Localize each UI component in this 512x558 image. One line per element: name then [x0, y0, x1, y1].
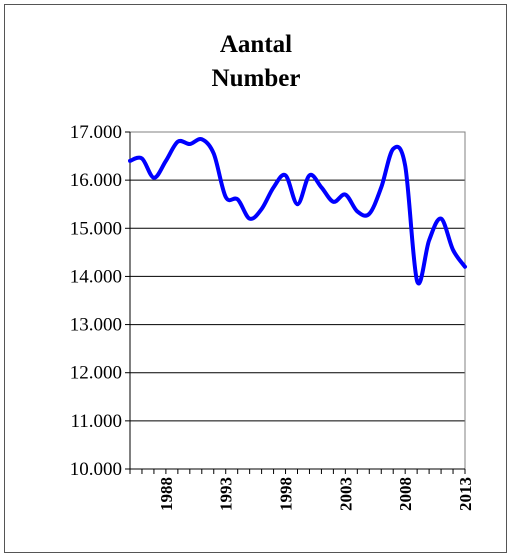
y-tick-label: 13.000	[70, 315, 122, 336]
data-point	[416, 280, 418, 282]
x-tick-label: 1998	[277, 477, 296, 511]
data-point	[285, 174, 287, 176]
data-point	[392, 148, 394, 150]
data-point	[165, 160, 167, 162]
data-point	[380, 186, 382, 188]
data-point	[129, 160, 131, 162]
y-tick-label: 16.000	[70, 170, 122, 191]
data-point	[440, 218, 442, 220]
data-point	[297, 203, 298, 205]
y-tick-label: 12.000	[70, 363, 122, 384]
x-tick-label: 2008	[396, 477, 415, 511]
series-line	[128, 136, 467, 286]
plot-area	[129, 131, 466, 470]
chart-title: Aantal	[219, 31, 293, 58]
data-point	[249, 218, 251, 220]
data-point	[273, 186, 275, 188]
data-point	[189, 143, 191, 145]
y-tick-label: 17.000	[70, 122, 122, 143]
data-point	[320, 186, 322, 188]
data-point	[201, 138, 203, 140]
data-point	[452, 249, 454, 251]
x-tick-label: 2003	[336, 477, 355, 511]
data-point	[237, 198, 239, 200]
y-tick-label: 14.000	[70, 266, 122, 287]
y-tick-label: 15.000	[70, 218, 122, 239]
x-tick-label: 1993	[217, 477, 236, 511]
x-tick-label: 2013	[456, 477, 475, 511]
data-point	[356, 210, 358, 212]
data-point	[153, 177, 155, 179]
x-tick-label: 1988	[157, 477, 176, 511]
chart-subtitle: Number	[211, 65, 301, 92]
data-point	[368, 213, 370, 215]
data-point	[464, 266, 466, 268]
data-point	[177, 141, 179, 143]
data-point	[332, 201, 334, 203]
data-point	[213, 153, 215, 155]
y-tick-label: 11.000	[70, 411, 122, 432]
data-point	[225, 196, 227, 198]
data-point	[308, 174, 310, 176]
data-point	[141, 157, 143, 159]
data-point	[344, 194, 346, 196]
data-point	[261, 208, 263, 210]
data-point	[404, 165, 406, 167]
data-point	[428, 239, 430, 241]
y-tick-label: 10.000	[70, 459, 122, 480]
